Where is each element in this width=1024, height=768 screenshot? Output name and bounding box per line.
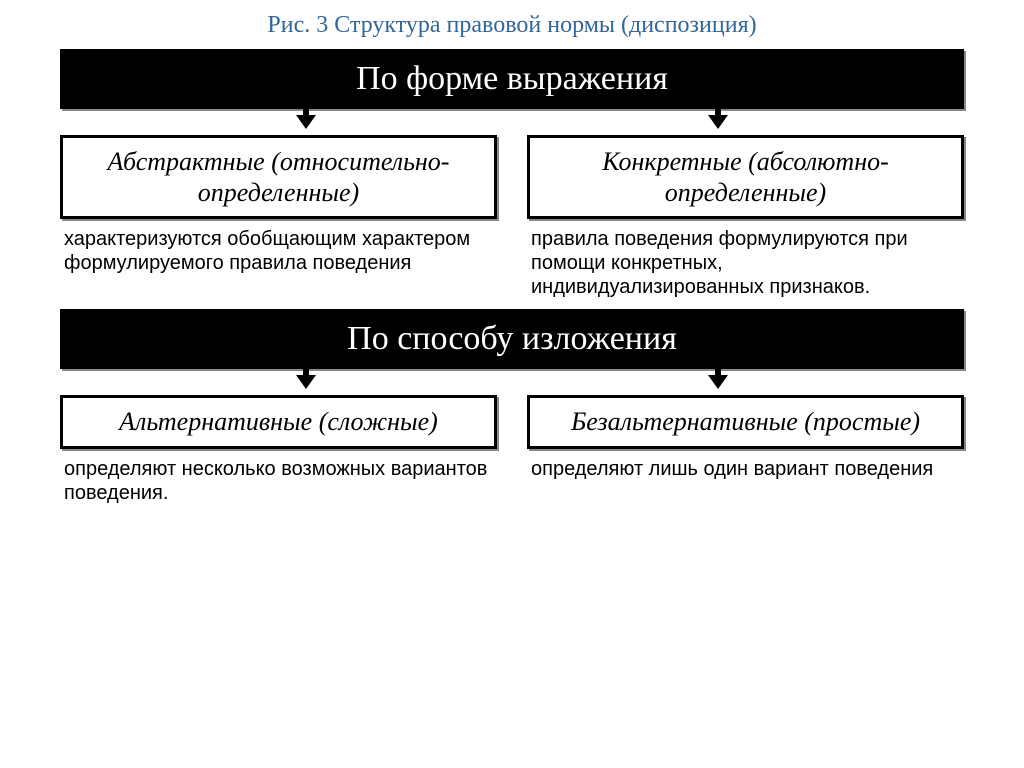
section2-right-box: Безальтернативные (простые) [527,395,964,448]
arrow-down-icon [708,115,728,129]
section2-right-desc: определяют лишь один вариант поведения [527,449,964,487]
section1-right-desc: правила поведения формулируются при помо… [527,219,964,305]
section2-left-desc: определяют несколько возможных вариантов… [60,449,497,511]
section2-right-col: Безальтернативные (простые) определяют л… [527,395,964,510]
section2-left-box: Альтернативные (сложные) [60,395,497,448]
section2-boxes: Альтернативные (сложные) определяют неск… [60,395,964,510]
section2-header: По способу изложения [60,309,964,369]
section1-left-col: Абстрактные (относительно-определенные) … [60,135,497,305]
section1-left-desc: характеризуются обобщающим характером фо… [60,219,497,281]
section1-left-box: Абстрактные (относительно-определенные) [60,135,497,219]
section1-right-box: Конкретные (абсолютно-определенные) [527,135,964,219]
section1-header: По форме выражения [60,49,964,109]
section2-arrows [100,375,924,389]
section1-arrows [100,115,924,129]
section1-boxes: Абстрактные (относительно-определенные) … [60,135,964,305]
arrow-down-icon [708,375,728,389]
diagram-title: Рис. 3 Структура правовой нормы (диспози… [40,12,984,39]
arrow-down-icon [296,115,316,129]
section1-right-col: Конкретные (абсолютно-определенные) прав… [527,135,964,305]
arrow-down-icon [296,375,316,389]
section2-left-col: Альтернативные (сложные) определяют неск… [60,395,497,510]
